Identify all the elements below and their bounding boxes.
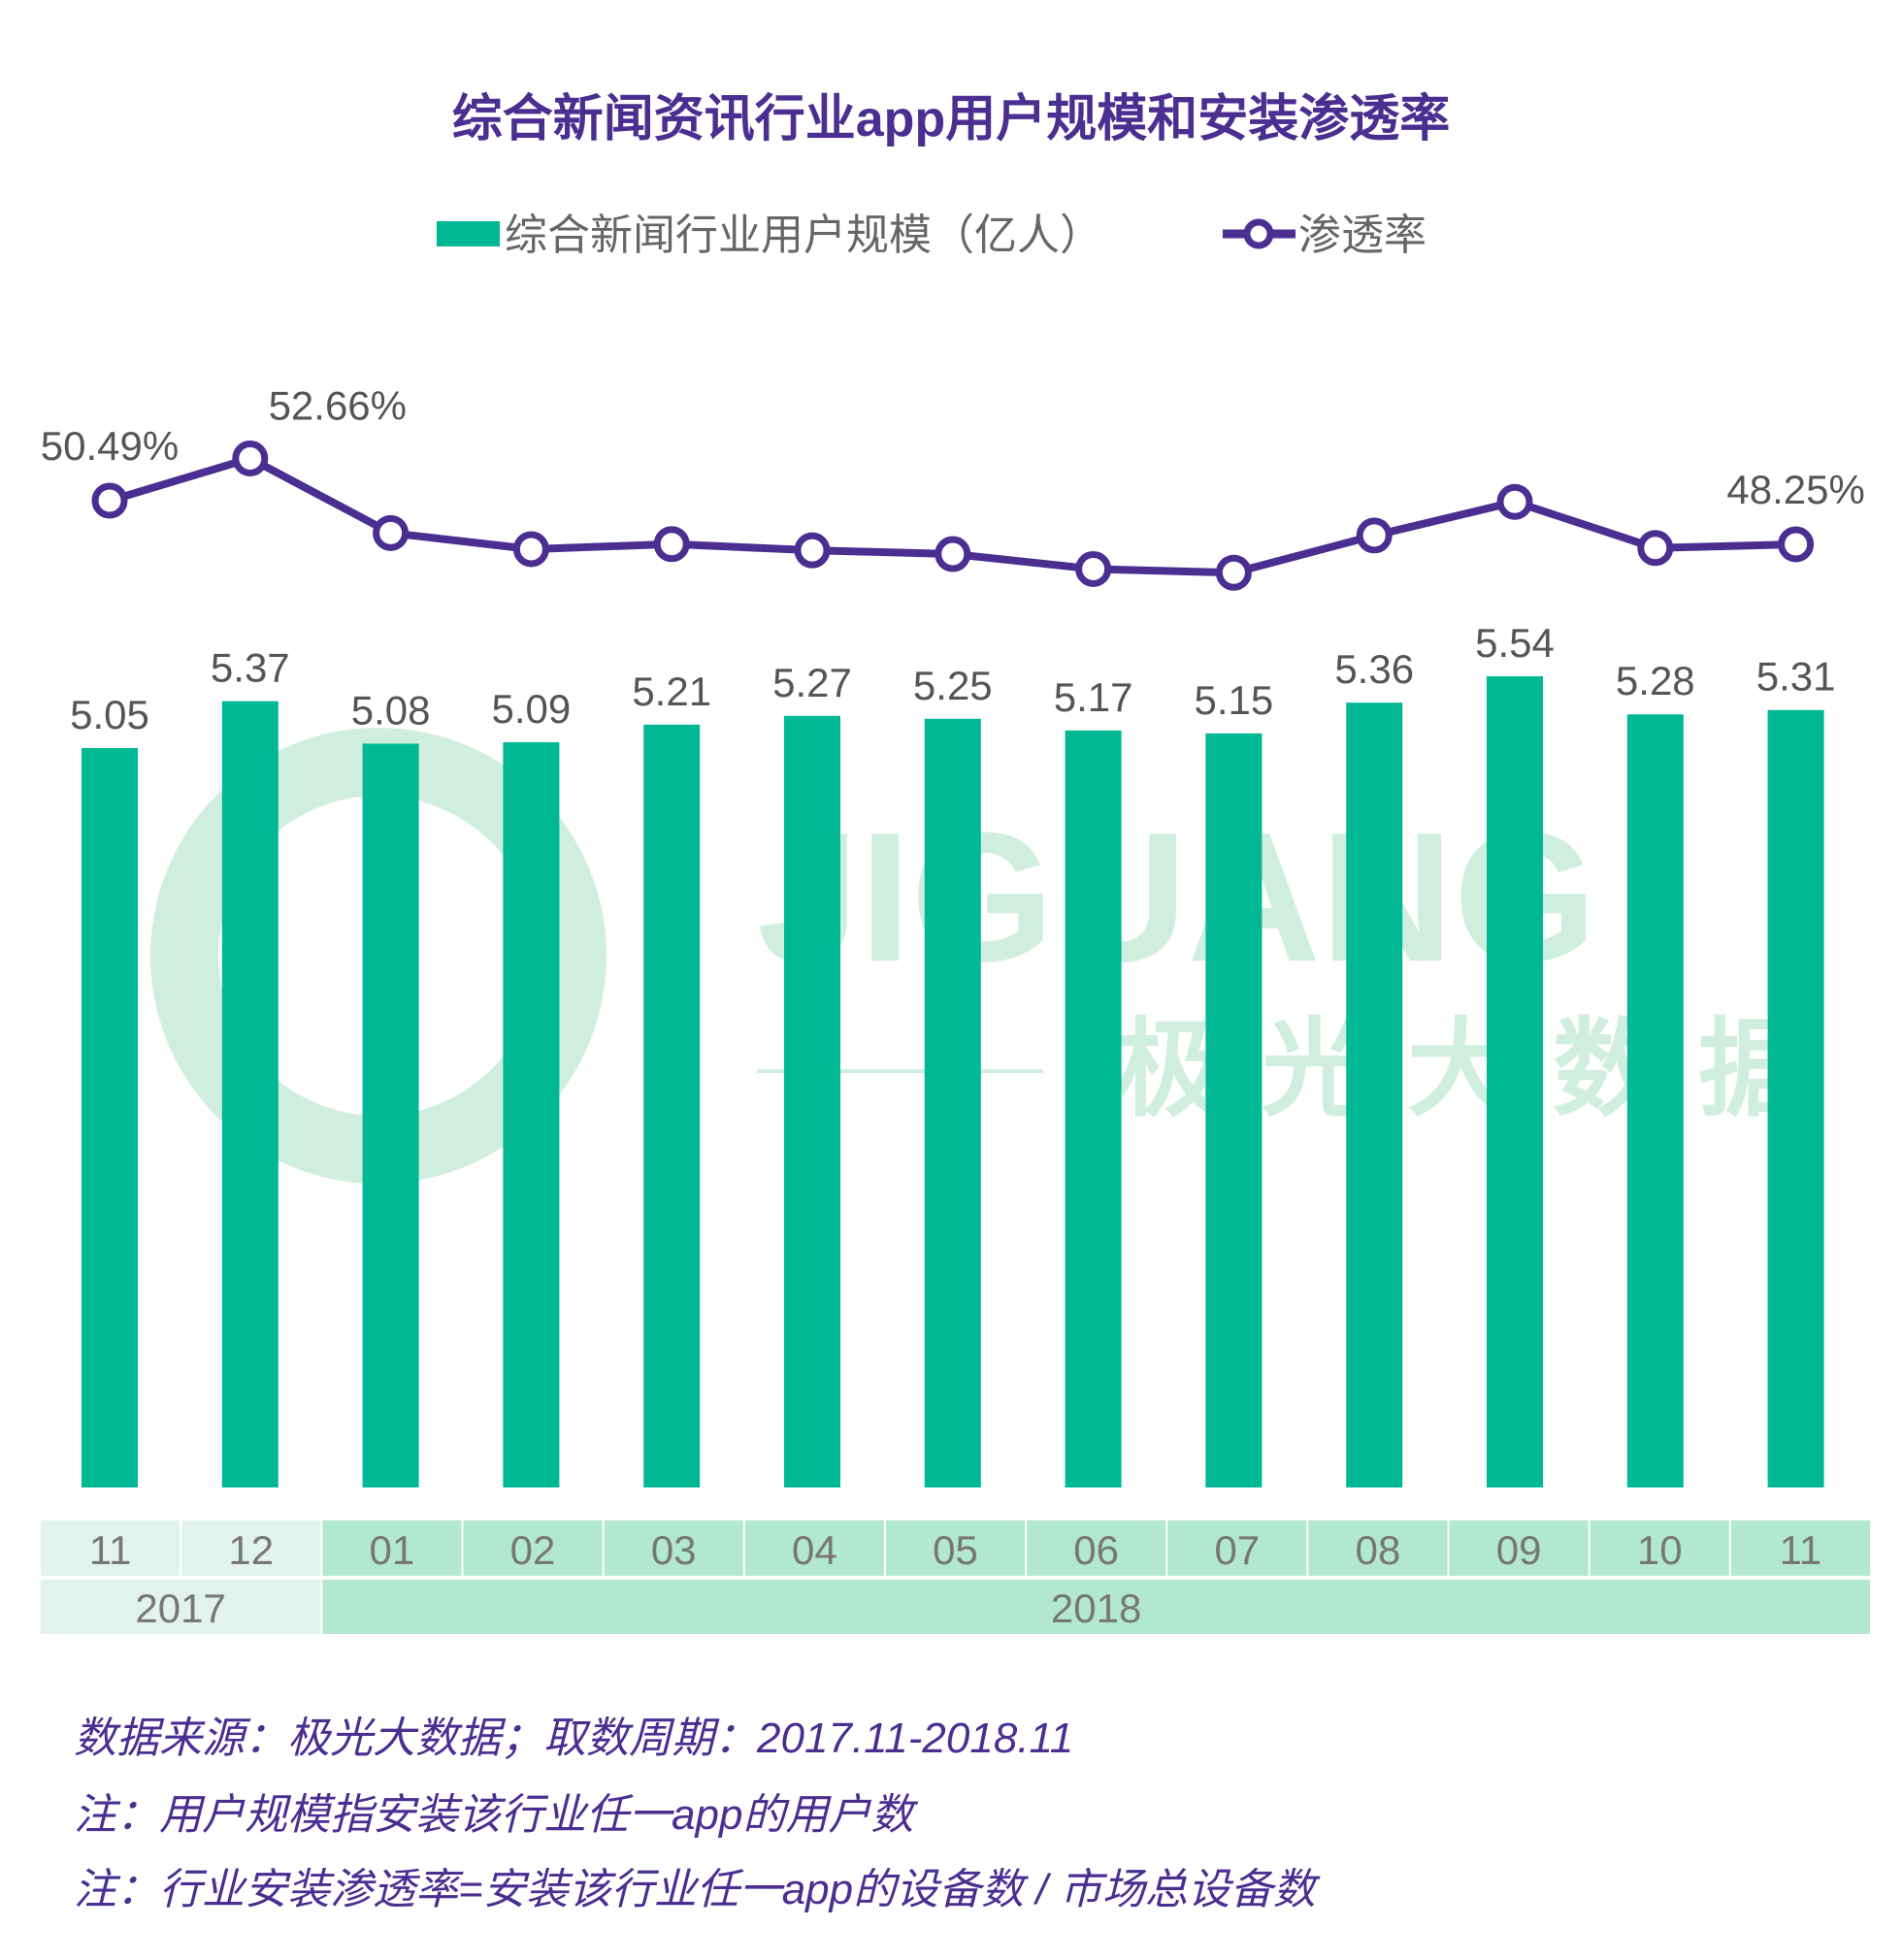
bar — [643, 724, 701, 1487]
month-cell — [1449, 1520, 1589, 1576]
legend: 综合新闻行业用户规模（亿人） 渗透率 — [437, 212, 1426, 259]
bar-value-label: 5.27 — [772, 660, 852, 705]
bar-value-label: 5.31 — [1756, 654, 1836, 700]
line-point — [1496, 483, 1533, 520]
legend-bar-swatch — [437, 221, 500, 246]
bar — [1767, 709, 1824, 1487]
month-label: 11 — [1780, 1527, 1822, 1573]
month-cell — [322, 1520, 462, 1576]
year-label: 2018 — [1051, 1585, 1141, 1631]
legend-line-marker — [1243, 218, 1274, 249]
month-cell — [604, 1520, 743, 1576]
month-cell — [1027, 1520, 1166, 1576]
note-source: 数据来源：极光大数据；取数周期：2017.11-2018.11 — [74, 1715, 1073, 1762]
month-cell — [181, 1520, 321, 1576]
month-label: 10 — [1637, 1527, 1683, 1573]
note-user-scale: 注：用户规模指安装该行业任一app的用户数 — [74, 1791, 918, 1839]
month-cell — [1308, 1520, 1448, 1576]
line-point — [1075, 550, 1112, 587]
line-value-label: 50.49% — [41, 423, 179, 469]
bar-value-label: 5.54 — [1475, 620, 1555, 666]
bar — [1346, 702, 1403, 1487]
line-value-label: 48.25% — [1726, 467, 1864, 512]
month-label: 05 — [933, 1527, 978, 1573]
month-cell — [744, 1520, 884, 1576]
bar — [1626, 714, 1684, 1487]
month-label: 09 — [1496, 1527, 1542, 1573]
line-point — [91, 482, 128, 519]
month-label: 08 — [1356, 1527, 1401, 1573]
bar — [82, 747, 138, 1487]
bar-value-label: 5.15 — [1195, 677, 1274, 723]
line-point — [1637, 530, 1674, 567]
bar-value-label: 5.36 — [1334, 646, 1414, 692]
bar — [784, 715, 840, 1487]
bar — [1065, 730, 1122, 1487]
month-label: 03 — [651, 1527, 697, 1573]
bar — [1205, 733, 1263, 1487]
month-cell — [1590, 1520, 1729, 1576]
line-point — [232, 440, 269, 476]
month-label: 06 — [1073, 1527, 1119, 1573]
note-penetration: 注：行业安装渗透率=安装该行业任一app的设备数 / 市场总设备数 — [74, 1866, 1321, 1913]
month-label: 12 — [228, 1527, 274, 1573]
line-point — [935, 536, 971, 572]
bar-value-label: 5.08 — [351, 687, 431, 733]
line-point — [1356, 517, 1393, 554]
watermark: JIGUANG 极光大数据 — [150, 728, 1805, 1184]
bar — [362, 743, 419, 1487]
month-cell — [1730, 1520, 1870, 1576]
bar — [503, 741, 560, 1487]
bar — [1487, 676, 1543, 1487]
line-point — [653, 526, 690, 563]
month-cell — [885, 1520, 1026, 1576]
month-label: 04 — [792, 1527, 837, 1573]
month-label: 07 — [1214, 1527, 1260, 1573]
month-cell — [41, 1520, 180, 1576]
legend-line-label: 渗透率 — [1298, 212, 1426, 259]
bar-value-label: 5.28 — [1616, 658, 1695, 703]
line-point — [512, 531, 549, 568]
line-point — [1215, 554, 1252, 591]
month-label: 11 — [89, 1527, 132, 1573]
month-label: 02 — [510, 1527, 556, 1573]
bar-value-label: 5.17 — [1054, 674, 1133, 720]
line-point — [794, 532, 831, 569]
month-cell — [463, 1520, 603, 1576]
year-cell — [41, 1580, 321, 1634]
notes: 数据来源：极光大数据；取数周期：2017.11-2018.11 注：用户规模指安… — [74, 1715, 1321, 1913]
line-point — [1778, 526, 1815, 563]
bar-value-label: 5.09 — [492, 686, 572, 732]
chart-title: 综合新闻资讯行业app用户规模和安装渗透率 — [452, 91, 1450, 147]
bar-value-label: 5.21 — [632, 669, 711, 714]
month-label: 01 — [370, 1527, 415, 1573]
watermark-latin: JIGUANG — [757, 795, 1597, 1000]
legend-bar-label: 综合新闻行业用户规模（亿人） — [505, 212, 1102, 259]
line-point — [373, 514, 410, 551]
bar-value-label: 5.25 — [913, 663, 993, 708]
year-label: 2017 — [135, 1585, 225, 1631]
bar — [924, 718, 981, 1487]
bar-value-label: 5.37 — [211, 645, 290, 691]
year-cell — [322, 1580, 1871, 1634]
month-cell — [1167, 1520, 1307, 1576]
bar — [221, 701, 279, 1487]
line-value-label: 52.66% — [269, 382, 407, 428]
bar-value-label: 5.05 — [70, 692, 149, 737]
